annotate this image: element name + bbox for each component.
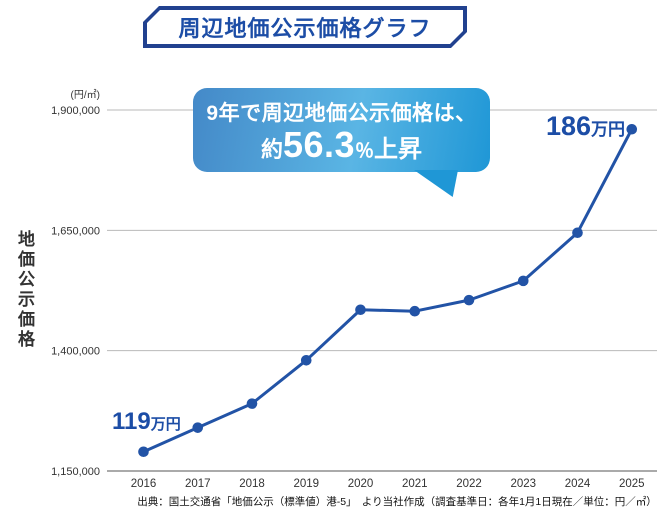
callout-percent-value: 56.3 bbox=[282, 124, 356, 165]
y-tick-label: 1,900,000 bbox=[51, 105, 100, 117]
page-title: 周辺地価公示価格グラフ bbox=[178, 16, 432, 41]
x-tick-label-2018: 2018 bbox=[239, 478, 265, 490]
x-tick-label-2016: 2016 bbox=[131, 478, 157, 490]
callout-bubble: 9年で周辺地価公示価格は、 約56.3％上昇 bbox=[193, 88, 490, 172]
data-label-2016: 119万円 bbox=[112, 408, 181, 436]
data-label-2025-unit: 万円 bbox=[591, 120, 626, 139]
price-trend-line bbox=[142, 128, 634, 454]
x-tick-label-2019: 2019 bbox=[293, 478, 319, 490]
callout-line2: 約56.3％上昇 bbox=[261, 127, 422, 163]
source-note: 出典：国土交通省「地価公示（標準値）港-5」 より当社作成（調査基準日：各年1月… bbox=[137, 496, 657, 508]
chart-title-inner: 周辺地価公示価格グラフ bbox=[147, 10, 463, 44]
x-tick-label-2017: 2017 bbox=[185, 478, 211, 490]
x-tick-label-2023: 2023 bbox=[510, 478, 536, 490]
y-tick-label: 1,650,000 bbox=[51, 225, 100, 237]
x-tick-label-2025: 2025 bbox=[619, 478, 645, 490]
data-label-2016-unit: 万円 bbox=[150, 416, 181, 433]
data-point-2023 bbox=[517, 275, 529, 287]
callout-percent-sign: ％ bbox=[355, 141, 375, 162]
callout-rise-suffix: 上昇 bbox=[374, 136, 423, 163]
data-point-2024 bbox=[572, 227, 583, 239]
chart-title-box: 周辺地価公示価格グラフ bbox=[143, 6, 467, 48]
x-tick-label-2020: 2020 bbox=[348, 478, 374, 490]
y-axis-title: 地価公示価格 bbox=[15, 230, 34, 350]
data-label-2016-value: 119 bbox=[112, 408, 151, 435]
y-tick-label: 1,400,000 bbox=[51, 346, 100, 358]
x-tick-label-2021: 2021 bbox=[402, 478, 428, 490]
callout-line1: 9年で周辺地価公示価格は、 bbox=[206, 102, 477, 125]
y-axis-unit-label: (円/㎡) bbox=[70, 90, 100, 101]
data-point-2021 bbox=[409, 305, 421, 317]
data-point-2020 bbox=[355, 304, 366, 316]
data-point-2017 bbox=[192, 422, 204, 433]
y-tick-label: 1,150,000 bbox=[51, 466, 100, 478]
data-label-2025-value: 186 bbox=[546, 111, 592, 141]
data-point-2018 bbox=[246, 398, 258, 409]
data-point-2022 bbox=[463, 294, 475, 306]
data-label-2025: 186万円 bbox=[546, 111, 625, 142]
data-point-2025 bbox=[626, 123, 638, 135]
data-point-2019 bbox=[300, 354, 312, 366]
data-point-2016 bbox=[138, 446, 149, 458]
x-tick-label-2024: 2024 bbox=[565, 478, 591, 490]
x-tick-label-2022: 2022 bbox=[456, 478, 482, 490]
callout-approx-prefix: 約 bbox=[260, 137, 283, 162]
